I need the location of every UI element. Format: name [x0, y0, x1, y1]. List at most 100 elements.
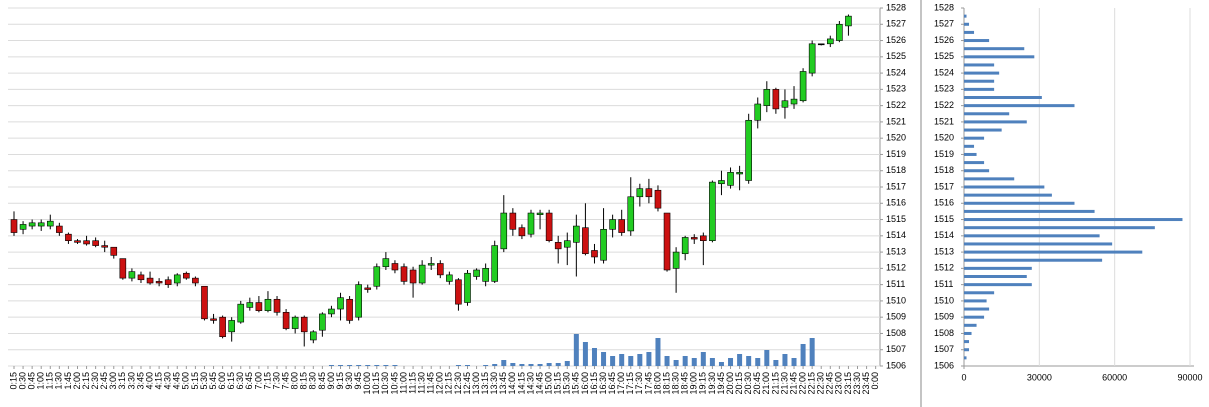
profile-bar: [964, 185, 1045, 189]
y-tick-label: 1506: [886, 360, 906, 370]
profile-y-tick-label: 1508: [934, 328, 954, 338]
volume-bar: [555, 363, 561, 366]
x-tick-label: 4:00: [144, 372, 154, 390]
profile-y-tick-label: 1522: [934, 100, 954, 110]
profile-y-tick-label: 1523: [934, 84, 954, 94]
y-tick-label: 1522: [886, 100, 906, 110]
candle-body: [391, 263, 399, 271]
x-tick-label: 20:45: [752, 372, 762, 395]
volume-bar: [610, 356, 616, 366]
candle-body: [518, 227, 526, 237]
x-tick-label: 9:15: [335, 372, 345, 390]
profile-y-tick-label: 1511: [934, 279, 953, 289]
candle-body: [137, 274, 145, 281]
volume-bar: [546, 363, 552, 366]
volume-bar: [573, 334, 579, 366]
volume-bar: [374, 365, 380, 366]
y-tick-label: 1514: [886, 230, 906, 240]
candle-body: [310, 331, 317, 341]
candle-body: [681, 237, 689, 255]
candle-body: [672, 251, 680, 269]
candle-body: [627, 196, 635, 232]
candle-body: [790, 98, 798, 105]
profile-bar: [964, 161, 985, 165]
candle-body: [582, 227, 589, 255]
volume-bar: [519, 364, 525, 366]
x-tick-label: 9:45: [353, 372, 363, 390]
profile-y-tick-label: 1506: [934, 360, 954, 370]
candle-body: [554, 242, 562, 250]
y-tick-label: 1520: [886, 133, 906, 143]
candle-body: [128, 271, 136, 279]
y-tick-label: 1524: [886, 67, 906, 77]
x-tick-label: 15:15: [553, 372, 563, 395]
x-tick-label: 2:45: [99, 372, 109, 390]
x-tick-label: 10:15: [371, 372, 381, 395]
candle-body: [56, 225, 63, 233]
y-tick-label: 1519: [886, 149, 906, 159]
x-tick-label: 13:30: [489, 372, 499, 395]
x-tick-label: 19:45: [716, 372, 726, 395]
candle-body: [183, 272, 190, 279]
profile-bar: [964, 201, 1075, 205]
candle-body: [373, 266, 381, 287]
candle-body: [700, 235, 707, 241]
candle-body: [319, 313, 326, 331]
profile-bar: [964, 348, 970, 352]
x-tick-label: 2:30: [90, 372, 100, 390]
x-tick-label: 5:15: [190, 372, 200, 390]
profile-bar: [964, 250, 1143, 254]
volume-bar: [328, 365, 334, 366]
x-tick-label: 16:45: [607, 372, 617, 395]
volume-bar: [809, 338, 815, 366]
x-tick-label: 15:45: [571, 372, 581, 395]
profile-bar: [964, 152, 977, 156]
x-tick-label: 10:00: [362, 372, 372, 395]
profile-bar: [964, 340, 970, 344]
candle-body: [237, 303, 245, 323]
candle-body: [491, 245, 499, 282]
candle-body: [718, 180, 725, 185]
volume-bar: [528, 364, 534, 366]
x-tick-label: 18:00: [652, 372, 662, 395]
profile-bar: [964, 218, 1183, 222]
x-tick-label: 14:15: [516, 372, 526, 395]
x-tick-label: 13:15: [480, 372, 490, 395]
volume-bar: [691, 358, 697, 366]
profile-x-tick-label: 0: [961, 372, 966, 382]
x-tick-label: 3:15: [117, 372, 127, 390]
profile-y-tick-label: 1526: [934, 35, 954, 45]
x-tick-label: 23:30: [852, 372, 862, 395]
profile-y-tick-label: 1518: [934, 165, 954, 175]
y-tick-label: 1511: [886, 279, 905, 289]
profile-y-tick-label: 1515: [934, 214, 954, 224]
candle-body: [282, 311, 290, 329]
y-tick-label: 1523: [886, 84, 906, 94]
y-tick-label: 1517: [886, 181, 906, 191]
profile-bar: [964, 104, 1075, 108]
x-tick-label: 23:45: [861, 372, 871, 395]
x-tick-label: 1:30: [54, 372, 64, 390]
x-tick-label: 16:00: [580, 372, 590, 395]
candle-body: [845, 15, 852, 27]
x-tick-label: 1:00: [36, 372, 46, 390]
x-tick-label: 15:30: [562, 372, 572, 395]
x-tick-label: 8:30: [308, 372, 318, 390]
x-tick-label: 5:00: [181, 372, 191, 390]
candle-body: [300, 316, 308, 333]
x-tick-label: 10:30: [380, 372, 390, 395]
x-tick-label: 7:15: [262, 372, 272, 390]
volume-bar: [709, 358, 715, 366]
profile-bar: [964, 39, 990, 43]
profile-bar: [964, 47, 1025, 51]
candle-body: [763, 89, 771, 106]
x-tick-label: 0:15: [8, 372, 18, 390]
profile-y-tick-label: 1517: [934, 181, 954, 191]
profile-y-tick-label: 1512: [934, 263, 954, 273]
x-tick-label: 18:30: [670, 372, 680, 395]
candle-body: [409, 269, 417, 284]
candle-body: [110, 246, 118, 256]
profile-x-tick-label: 30000: [1027, 372, 1052, 382]
x-tick-label: 11:15: [407, 372, 417, 394]
profile-bar: [964, 169, 990, 173]
